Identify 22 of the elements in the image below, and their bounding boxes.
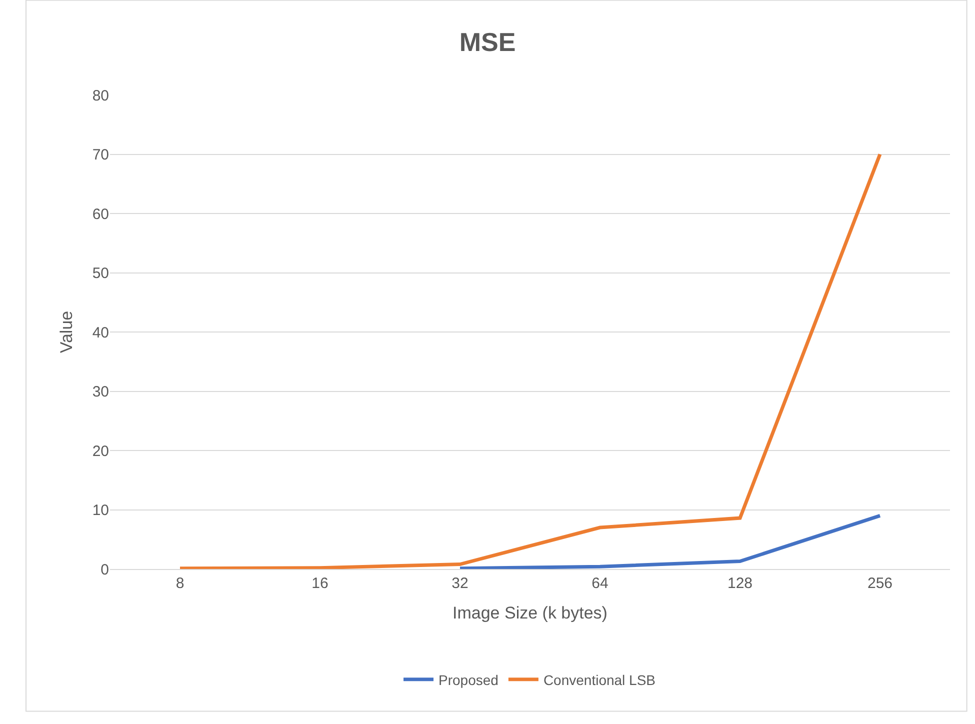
y-axis-title: Value — [56, 310, 76, 354]
legend-label: Proposed — [438, 672, 498, 688]
y-tick-label: 40 — [92, 324, 109, 342]
x-tick-label: 16 — [312, 575, 328, 592]
line-series — [178, 152, 882, 569]
x-axis-title: Image Size (k bytes) — [452, 603, 608, 622]
chart-title: MSE — [459, 26, 516, 57]
y-tick-label: 20 — [92, 442, 109, 460]
y-tick-label: 0 — [100, 561, 109, 578]
x-tick-label: 64 — [592, 575, 608, 592]
y-tick-label: 50 — [92, 265, 109, 282]
y-tick-label: 10 — [92, 502, 109, 519]
x-tick-label: 256 — [867, 575, 893, 592]
x-tick-label: 32 — [452, 575, 468, 592]
x-tick-label: 8 — [176, 575, 184, 592]
y-tick-label: 60 — [92, 206, 109, 223]
x-tick-label: 128 — [727, 575, 753, 592]
line-series — [458, 514, 882, 569]
y-tick-label: 70 — [92, 146, 109, 164]
y-tick-label: 80 — [92, 87, 109, 104]
y-tick-label: 30 — [92, 384, 109, 400]
legend-label: Conventional LSB — [543, 672, 656, 688]
